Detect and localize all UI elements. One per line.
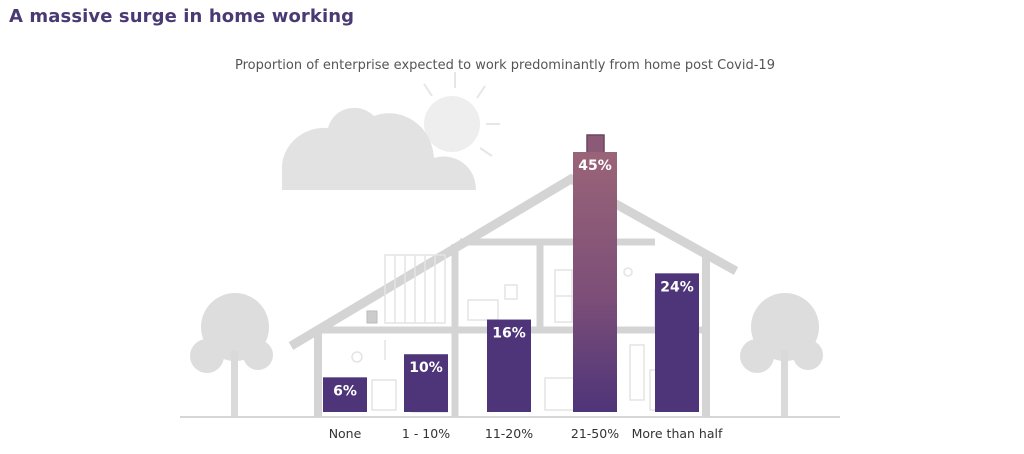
sun-rays	[423, 72, 500, 157]
value-label-none: 6%	[333, 383, 357, 399]
bar-more-than-half	[655, 273, 699, 412]
value-label-11-20: 16%	[492, 326, 526, 342]
category-label-more-than-half: More than half	[632, 426, 723, 441]
category-label-21-50: 21-50%	[571, 426, 619, 441]
house-illustration	[180, 72, 840, 418]
bar-1-10	[404, 354, 448, 412]
category-labels: None 1 - 10% 11-20% 21-50% More than hal…	[329, 426, 723, 441]
bars-group	[323, 152, 699, 412]
value-label-1-10: 10%	[409, 360, 443, 376]
value-labels: 6% 10% 16% 45% 24%	[333, 158, 694, 399]
tree-left-icon	[190, 293, 273, 417]
bar-11-20	[487, 319, 531, 412]
sun-icon	[424, 96, 480, 152]
bar-21-50	[573, 152, 617, 412]
cloud-icon	[282, 107, 476, 190]
chart-subtitle: Proportion of enterprise expected to wor…	[235, 58, 775, 73]
value-label-21-50: 45%	[578, 158, 612, 174]
tree-right-icon	[740, 293, 823, 417]
category-label-11-20: 11-20%	[485, 426, 533, 441]
chart-title: A massive surge in home working	[9, 6, 355, 27]
value-label-more-than-half: 24%	[660, 279, 694, 295]
bar-none	[323, 377, 367, 412]
category-label-none: None	[329, 426, 362, 441]
chimney-cap	[586, 134, 605, 154]
category-label-1-10: 1 - 10%	[402, 426, 450, 441]
